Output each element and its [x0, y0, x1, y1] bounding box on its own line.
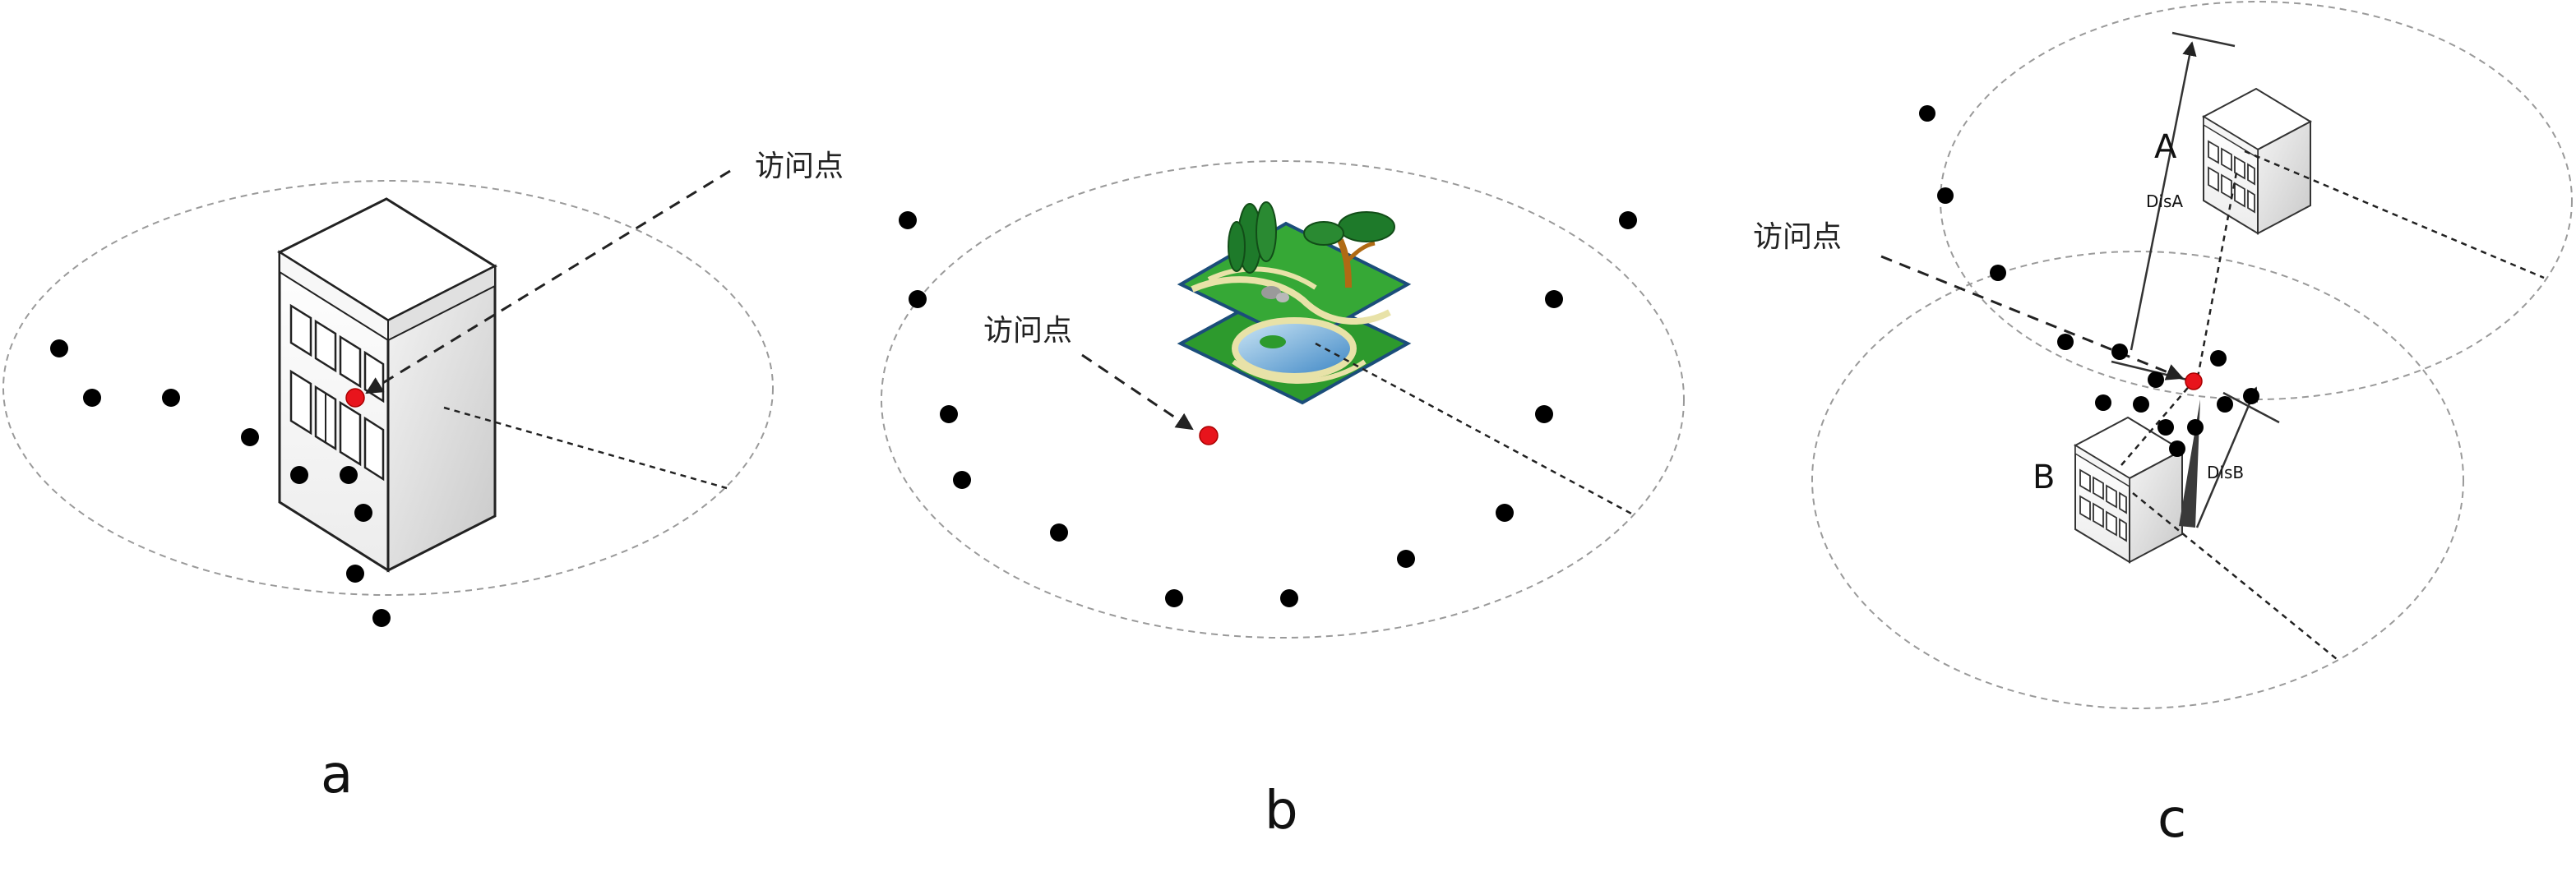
panel-c-dis-a-label: DisA [2146, 191, 2183, 211]
poi-dot [2187, 419, 2204, 436]
poi-dot [241, 428, 259, 446]
panel-b-radius-line [1315, 342, 1634, 516]
building-icon [2203, 88, 2311, 234]
poi-dot [1937, 187, 1954, 204]
poi-dot [2111, 344, 2128, 360]
poi-dot [1050, 523, 1068, 542]
poi-dot [1919, 105, 1935, 122]
panel-c-radius-line-a [2244, 150, 2545, 279]
poi-dot [162, 389, 180, 407]
building-icon [2074, 417, 2183, 563]
panel-c-access-point-label: 访问点 [1753, 220, 1842, 254]
poi-dot [1545, 290, 1563, 308]
panel-a-label: a [321, 745, 353, 805]
panel-c-building-b-label: B [2033, 459, 2055, 496]
poi-dot [340, 466, 358, 484]
poi-dot [2157, 419, 2174, 436]
panel-c-access-point [2185, 372, 2203, 390]
panel-c-ellipse-b [1811, 251, 2464, 709]
panel-a-access-point-label: 访问点 [755, 150, 844, 183]
panel-c-building-a-label: A [2154, 128, 2177, 166]
panel-a: 访问点 a [2, 150, 844, 805]
poi-dot [2095, 394, 2111, 411]
panel-c-dis-b-tick [2222, 391, 2280, 424]
poi-dot [909, 290, 927, 308]
poi-dot [2133, 396, 2149, 413]
poi-dot [372, 609, 391, 627]
poi-dot [1535, 405, 1553, 423]
panel-a-ellipse [2, 180, 774, 596]
park-map-icon [1177, 201, 1412, 405]
poi-dot [2210, 350, 2227, 367]
panel-c-radius-line-b [2132, 492, 2338, 660]
panel-c: DisA DisB 访问点 A B c [1753, 1, 2573, 850]
poi-dot [2057, 334, 2074, 350]
panel-c-dis-b-label: DisB [2207, 463, 2244, 482]
poi-dot [1619, 211, 1637, 229]
poi-dot [940, 405, 958, 423]
poi-dot [1496, 504, 1514, 522]
poi-dot [1990, 265, 2006, 281]
panel-c-dis-a-tick-top [2171, 31, 2236, 48]
panel-a-access-point [345, 388, 365, 408]
poi-dot [2148, 371, 2164, 388]
poi-dot [2217, 396, 2233, 413]
building-icon [278, 197, 497, 572]
panel-c-link-b [2120, 382, 2193, 466]
panel-b-poi-dots [899, 211, 1637, 607]
panel-b-label: b [1265, 781, 1298, 842]
poi-dot [1280, 589, 1298, 607]
poi-dot [899, 211, 917, 229]
panel-c-poi-dots [1919, 105, 2259, 457]
poi-dot [290, 466, 308, 484]
panel-b-pointer-line [1081, 353, 1194, 431]
poi-dot [1165, 589, 1183, 607]
panel-a-poi-dots [50, 339, 391, 627]
panel-b-ellipse [881, 160, 1685, 639]
panel-c-pointer-line [1880, 255, 2184, 380]
poi-dot [2169, 440, 2185, 457]
panel-c-link-a [2195, 172, 2238, 382]
poi-dot [50, 339, 68, 357]
poi-dot [2243, 388, 2259, 404]
panel-b-access-point [1199, 426, 1219, 445]
panel-b: 访问点 b [881, 160, 1685, 842]
panel-c-dis-a-arrow [2130, 41, 2197, 351]
poi-dot [346, 565, 364, 583]
poi-dot [83, 389, 101, 407]
panel-c-dis-b-arrow [2195, 386, 2258, 528]
poi-dot [953, 471, 971, 489]
panel-c-label: c [2157, 789, 2186, 850]
poi-dot [354, 504, 372, 522]
poi-dot [1397, 550, 1415, 568]
panel-b-access-point-label: 访问点 [983, 314, 1072, 348]
